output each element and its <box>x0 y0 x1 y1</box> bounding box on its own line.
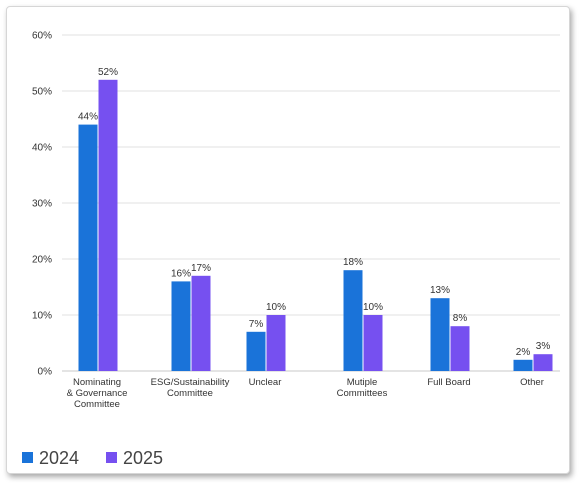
bar-2024-2 <box>246 331 266 371</box>
bar-2025-5 <box>533 354 553 371</box>
legend-label: 2024 <box>39 448 79 468</box>
category-label: Nominating & Governance Committee <box>67 377 128 410</box>
legend-swatch-2025 <box>106 452 117 463</box>
y-axis-ticks: 0% 10% 20% 30% 40% 50% 60% <box>32 31 52 378</box>
data-label: 18% <box>343 257 363 268</box>
bar-2025-2 <box>266 315 286 371</box>
bar-2024-3 <box>343 270 363 371</box>
category-label: Unclear <box>249 377 282 388</box>
bars <box>78 79 553 372</box>
bar-2025-3 <box>363 315 383 371</box>
bar-2024-5 <box>513 359 533 371</box>
y-tick-label: 60% <box>32 31 52 42</box>
bar-2025-4 <box>450 326 470 371</box>
y-tick-label: 10% <box>32 311 52 322</box>
category-label: Mutiple Committees <box>337 377 388 399</box>
category-labels: Nominating & Governance Committee ESG/Susta… <box>67 377 544 410</box>
category-label: Full Board <box>427 377 470 388</box>
bar-2024-1 <box>171 281 191 371</box>
legend-label: 2025 <box>123 448 163 468</box>
data-label: 2% <box>516 347 531 358</box>
y-tick-label: 50% <box>32 87 52 98</box>
bar-2025-0 <box>98 79 118 372</box>
data-label: 7% <box>249 319 264 330</box>
data-label: 10% <box>363 302 383 313</box>
data-label: 52% <box>98 67 118 78</box>
data-label: 17% <box>191 263 211 274</box>
y-tick-label: 0% <box>38 367 53 378</box>
data-labels: 44% 16% 7% 18% 13% 2% 52% 17% 10% 10% 8% 3% <box>78 67 550 358</box>
data-label: 8% <box>453 313 468 324</box>
data-label: 16% <box>171 268 191 279</box>
gridlines <box>62 34 560 372</box>
y-tick-label: 30% <box>32 199 52 210</box>
legend-swatch-2024 <box>22 452 33 463</box>
data-label: 44% <box>78 112 98 123</box>
data-label: 3% <box>536 341 551 352</box>
bar-2025-1 <box>191 275 211 371</box>
y-tick-label: 20% <box>32 255 52 266</box>
bar-2024-4 <box>430 298 450 371</box>
data-label: 10% <box>266 302 286 313</box>
category-label: Other <box>520 377 544 388</box>
bar-2024-0 <box>78 124 98 371</box>
legend: 2024 2025 <box>22 448 163 468</box>
category-label: ESG/Sustainability Committee <box>151 377 230 399</box>
data-label: 13% <box>430 285 450 296</box>
y-tick-label: 40% <box>32 143 52 154</box>
